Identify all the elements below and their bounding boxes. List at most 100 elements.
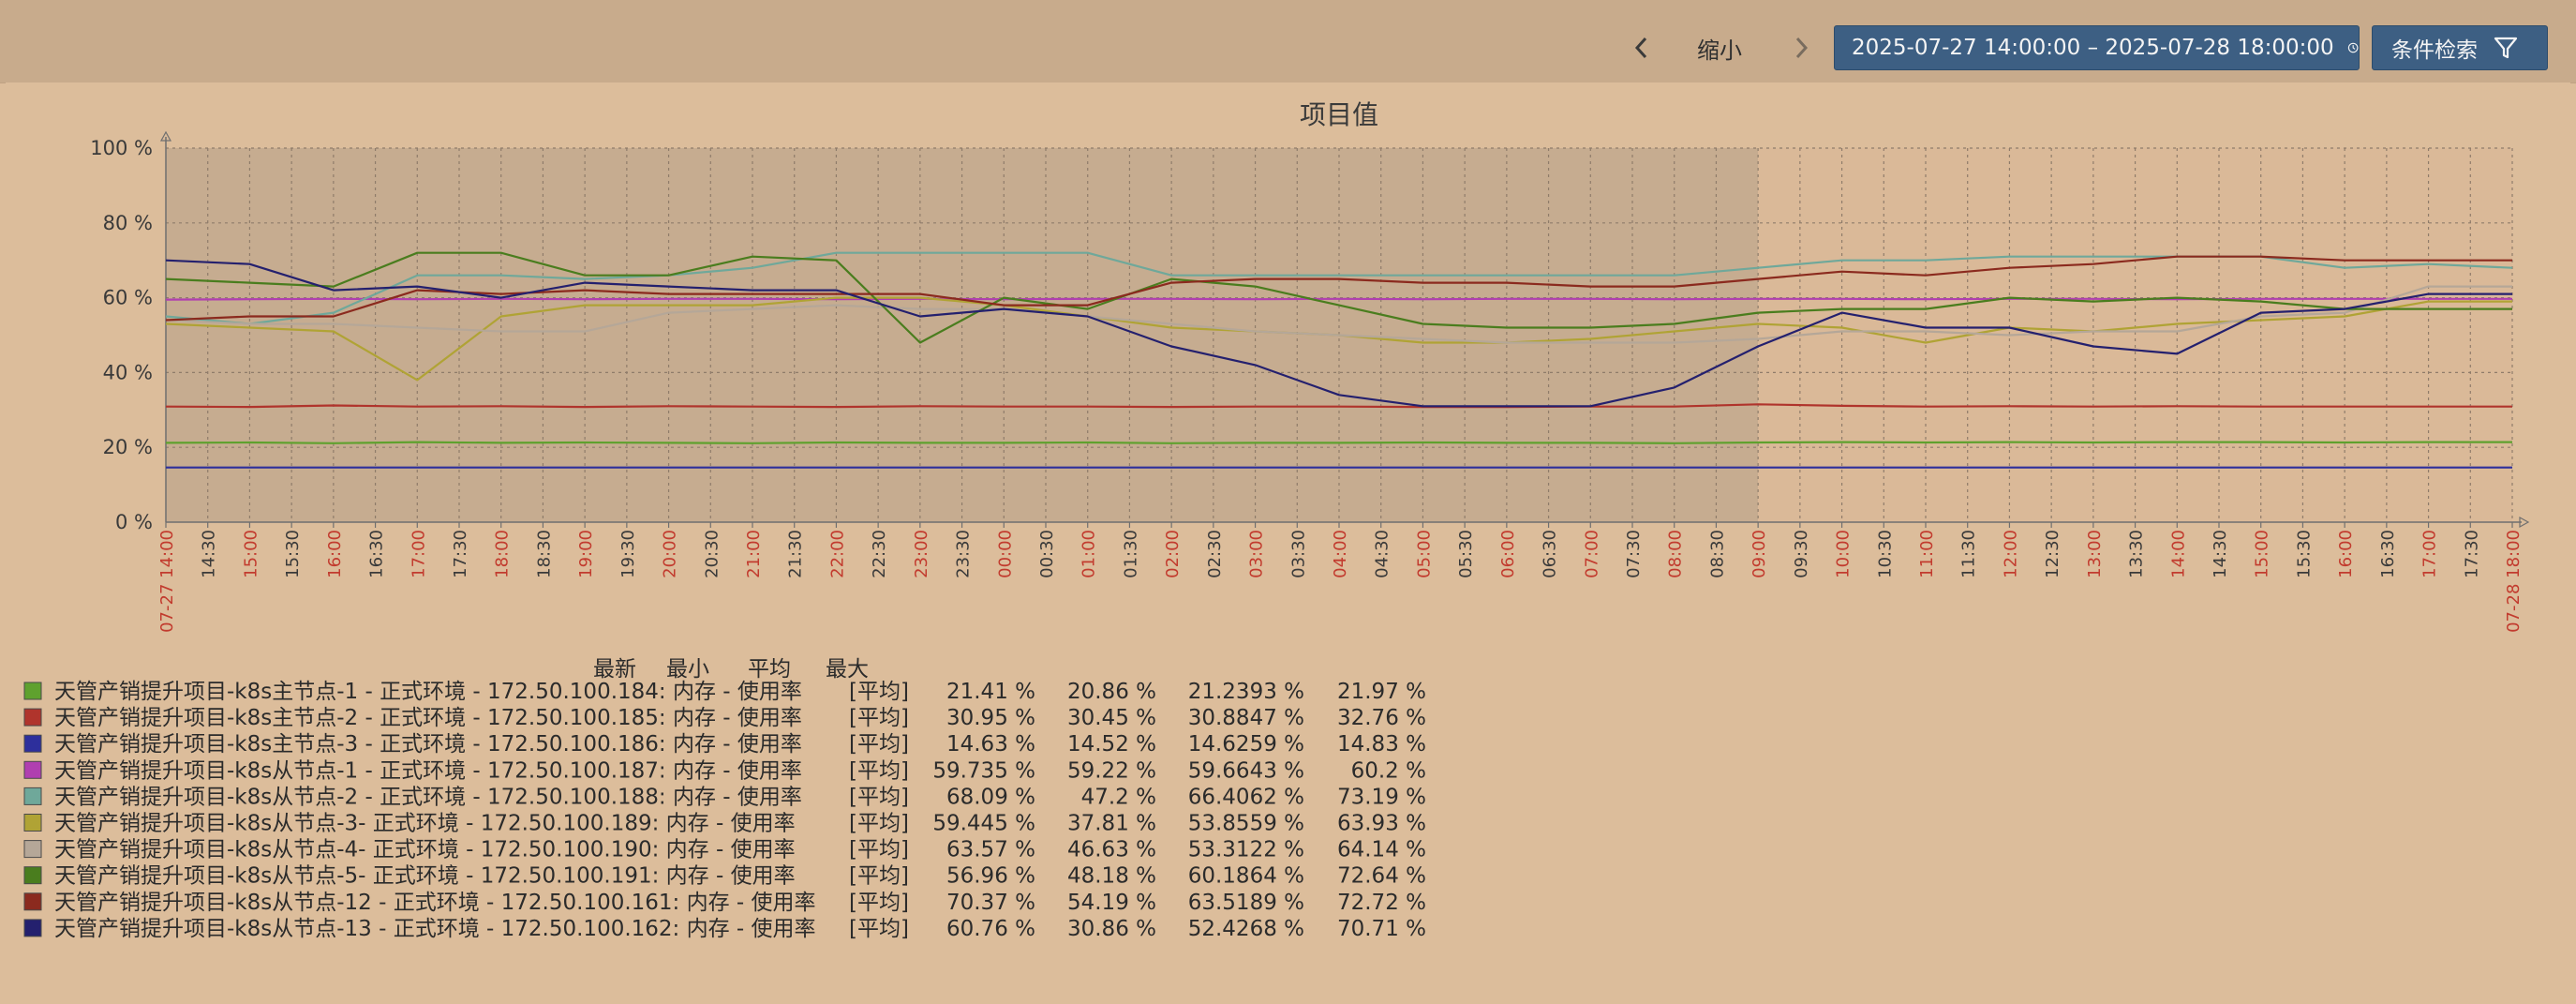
series-line: [165, 251, 2512, 344]
legend-series-name: 天管产销提升项目-k8s从节点-4- 正式环境 - 172.50.100.190…: [54, 838, 796, 862]
x-tick-label: 08:30: [1707, 530, 1727, 578]
x-tick-label: 23:00: [912, 530, 931, 578]
legend-value-max: 32.76 %: [1337, 706, 1426, 730]
filter-button[interactable]: 条件检索: [2372, 25, 2548, 70]
x-tick-label: 02:00: [1163, 530, 1183, 578]
legend-value-min: 47.2 %: [1081, 785, 1156, 809]
x-tick-label: 21:00: [744, 530, 764, 578]
x-tick-label: 13:30: [2127, 530, 2147, 578]
x-tick-label: 10:00: [1834, 530, 1854, 578]
x-tick-label: 14:30: [200, 530, 219, 578]
series-line: [165, 259, 2512, 408]
legend-value-max: 63.93 %: [1337, 812, 1426, 836]
legend-value-latest: 59.735 %: [932, 758, 1035, 783]
legend-row: 天管产销提升项目-k8s主节点-1 - 正式环境 - 172.50.100.18…: [23, 680, 1426, 704]
legend-series-name: 天管产销提升项目-k8s主节点-3 - 正式环境 - 172.50.100.18…: [54, 732, 802, 757]
zoom-out-button[interactable]: 缩小: [1697, 37, 1742, 64]
x-tick-label: 23:30: [954, 530, 974, 578]
legend-value-avg: 59.6643 %: [1188, 758, 1304, 783]
x-tick-label: 19:30: [618, 530, 638, 578]
x-tick-label: 17:30: [2462, 530, 2481, 578]
x-tick-label: 10:30: [1875, 530, 1895, 578]
legend-value-latest: 21.41 %: [946, 680, 1035, 704]
legend-value-max: 73.19 %: [1337, 785, 1426, 809]
series-line: [165, 441, 2512, 444]
legend-row: 天管产销提升项目-k8s从节点-2 - 正式环境 - 172.50.100.18…: [23, 785, 1426, 809]
legend-function: [平均]: [849, 706, 909, 730]
legend-value-max: 64.14 %: [1337, 838, 1426, 862]
x-tick-label: 06:30: [1541, 530, 1560, 578]
x-tick-label: 17:00: [2420, 530, 2440, 578]
legend-value-latest: 30.95 %: [946, 706, 1035, 730]
legend-swatch: [23, 734, 42, 753]
x-tick-label: 16:30: [367, 530, 387, 578]
legend-value-max: 72.64 %: [1337, 864, 1426, 889]
chevron-left-icon: [1634, 37, 1647, 59]
x-tick-label: 09:00: [1750, 530, 1769, 578]
x-tick-label: 04:00: [1331, 530, 1350, 578]
x-tick-label: 00:30: [1037, 530, 1057, 578]
legend-value-min: 20.86 %: [1067, 680, 1156, 704]
x-tick-label: 20:30: [702, 530, 722, 578]
legend-function: [平均]: [849, 838, 909, 862]
legend-value-max: 14.83 %: [1337, 732, 1426, 757]
legend-swatch: [23, 840, 42, 859]
x-tick-label: 15:00: [241, 530, 261, 578]
legend-value-min: 30.45 %: [1067, 706, 1156, 730]
legend-swatch: [23, 682, 42, 700]
legend-swatch: [23, 892, 42, 911]
legend-value-avg: 52.4268 %: [1188, 917, 1304, 941]
legend-series-name: 天管产销提升项目-k8s从节点-3- 正式环境 - 172.50.100.189…: [54, 812, 796, 836]
next-period-button[interactable]: [1782, 26, 1820, 69]
legend-value-latest: 63.57 %: [946, 838, 1035, 862]
time-range-button[interactable]: 2025-07-27 14:00:00 – 2025-07-28 18:00:0…: [1834, 25, 2360, 70]
y-tick-label: 80 %: [103, 212, 153, 234]
legend-row: 天管产销提升项目-k8s从节点-5- 正式环境 - 172.50.100.191…: [23, 864, 1426, 889]
legend-swatch: [23, 866, 42, 885]
chart-title: 项目值: [1300, 99, 1378, 130]
legend-row: 天管产销提升项目-k8s从节点-3- 正式环境 - 172.50.100.189…: [23, 812, 1426, 836]
legend-row: 天管产销提升项目-k8s主节点-3 - 正式环境 - 172.50.100.18…: [23, 732, 1426, 757]
x-tick-label: 07-28 18:00: [2504, 530, 2524, 633]
x-tick-label: 15:00: [2253, 530, 2272, 578]
legend-value-min: 48.18 %: [1067, 864, 1156, 889]
legend-row: 天管产销提升项目-k8s从节点-4- 正式环境 - 172.50.100.190…: [23, 838, 1426, 862]
legend-swatch: [23, 760, 42, 779]
x-tick-label: 21:30: [786, 530, 806, 578]
legend-value-max: 70.71 %: [1337, 917, 1426, 941]
legend-series-name: 天管产销提升项目-k8s从节点-12 - 正式环境 - 172.50.100.1…: [54, 891, 816, 915]
y-tick-label: 100 %: [90, 137, 153, 159]
prev-period-button[interactable]: [1623, 26, 1660, 69]
filter-icon: [2494, 37, 2518, 59]
legend-value-min: 14.52 %: [1067, 732, 1156, 757]
x-tick-label: 09:30: [1792, 530, 1811, 578]
clock-icon: [2347, 42, 2359, 53]
legend-swatch: [23, 708, 42, 727]
x-tick-label: 18:00: [493, 530, 513, 578]
x-tick-label: 16:00: [2336, 530, 2356, 578]
x-tick-label: 18:30: [534, 530, 554, 578]
x-tick-label: 11:30: [1959, 530, 1979, 578]
legend-function: [平均]: [849, 812, 909, 836]
legend-function: [平均]: [849, 785, 909, 809]
legend-row: 天管产销提升项目-k8s从节点-13 - 正式环境 - 172.50.100.1…: [23, 917, 1426, 941]
x-tick-label: 14:30: [2211, 530, 2230, 578]
x-axis-arrow: [2519, 516, 2530, 529]
unshaded-period: [1758, 148, 2512, 522]
toolbar: 缩小 2025-07-27 14:00:00 – 2025-07-28 18:0…: [0, 0, 2576, 83]
x-tick-label: 12:30: [2043, 530, 2062, 578]
legend-value-min: 30.86 %: [1067, 917, 1156, 941]
x-tick-label: 22:00: [827, 530, 847, 578]
legend-series-name: 天管产销提升项目-k8s从节点-1 - 正式环境 - 172.50.100.18…: [54, 758, 802, 783]
legend-column-header: 最大: [826, 657, 869, 682]
chevron-right-icon: [1795, 37, 1809, 59]
x-tick-label: 20:00: [661, 530, 680, 578]
graph-panel: 项目值 0 % 20 % 40 % 60 % 80 % 100 % 07-27 14:00 14…: [6, 82, 2570, 982]
x-tick-label: 07:00: [1582, 530, 1601, 578]
legend-value-avg: 66.4062 %: [1188, 785, 1304, 809]
legend-series-name: 天管产销提升项目-k8s主节点-2 - 正式环境 - 172.50.100.18…: [54, 706, 802, 730]
filter-label: 条件检索: [2391, 38, 2478, 63]
series-line: [165, 297, 2512, 301]
legend-column-header: 最新: [593, 657, 636, 682]
x-tick-label: 11:00: [1917, 530, 1937, 578]
